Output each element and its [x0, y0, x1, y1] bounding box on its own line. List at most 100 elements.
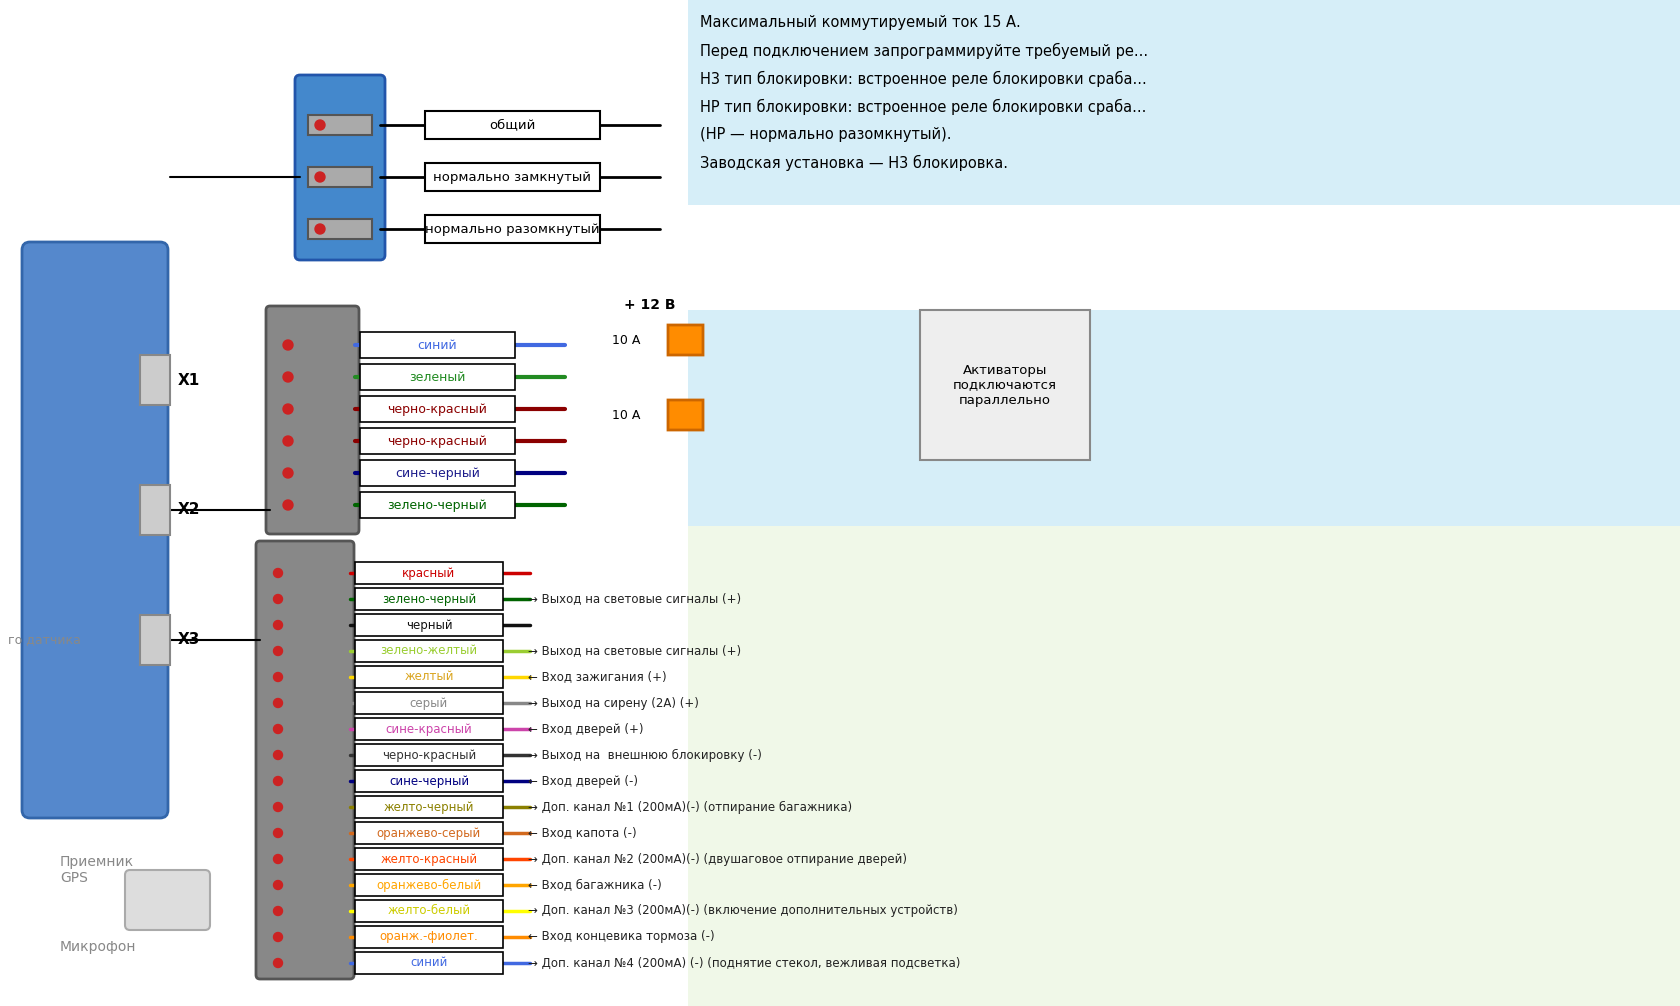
FancyBboxPatch shape [687, 310, 1680, 530]
FancyBboxPatch shape [360, 332, 514, 358]
Text: го датчика: го датчика [8, 634, 81, 647]
Circle shape [274, 595, 282, 604]
Text: ← Вход багажника (-): ← Вход багажника (-) [528, 878, 662, 891]
FancyBboxPatch shape [354, 692, 502, 714]
Circle shape [282, 468, 292, 478]
Text: желто-красный: желто-красный [380, 852, 477, 865]
Text: ← Вход дверей (+): ← Вход дверей (+) [528, 722, 643, 735]
Text: серый: серый [410, 696, 449, 709]
Circle shape [282, 372, 292, 382]
Circle shape [282, 404, 292, 414]
Text: ← Вход зажигания (+): ← Вход зажигания (+) [528, 671, 667, 683]
FancyBboxPatch shape [425, 163, 600, 191]
Text: черно-красный: черно-красный [388, 435, 487, 448]
FancyBboxPatch shape [307, 167, 371, 187]
Circle shape [274, 777, 282, 786]
FancyBboxPatch shape [354, 900, 502, 923]
Text: зелено-черный: зелено-черный [381, 593, 475, 606]
FancyBboxPatch shape [360, 492, 514, 518]
FancyBboxPatch shape [22, 242, 168, 818]
Circle shape [274, 854, 282, 863]
FancyBboxPatch shape [360, 364, 514, 390]
Text: Приемник
GPS: Приемник GPS [60, 855, 134, 885]
FancyBboxPatch shape [255, 541, 354, 979]
Text: оранжево-серый: оранжево-серый [376, 827, 480, 839]
Text: синий: синий [410, 957, 447, 970]
FancyBboxPatch shape [354, 718, 502, 740]
Circle shape [274, 906, 282, 915]
FancyBboxPatch shape [307, 115, 371, 135]
Circle shape [274, 829, 282, 838]
Text: красный: красный [402, 566, 455, 579]
Text: ← Вход концевика тормоза (-): ← Вход концевика тормоза (-) [528, 931, 714, 944]
Text: → Выход на сирену (2А) (+): → Выход на сирену (2А) (+) [528, 696, 699, 709]
Text: общий: общий [489, 119, 536, 132]
FancyBboxPatch shape [354, 770, 502, 792]
Text: Перед подключением запрограммируйте требуемый ре...: Перед подключением запрограммируйте треб… [699, 43, 1147, 59]
Circle shape [274, 803, 282, 812]
FancyBboxPatch shape [667, 400, 702, 430]
Text: → Доп. канал №1 (200мА)(-) (отпирание багажника): → Доп. канал №1 (200мА)(-) (отпирание ба… [528, 801, 852, 814]
Text: → Доп. канал №3 (200мА)(-) (включение дополнительных устройств): → Доп. канал №3 (200мА)(-) (включение до… [528, 904, 958, 917]
Circle shape [274, 568, 282, 577]
FancyBboxPatch shape [265, 306, 360, 534]
FancyBboxPatch shape [124, 870, 210, 930]
Text: → Выход на  внешнюю блокировку (-): → Выход на внешнюю блокировку (-) [528, 748, 761, 762]
Text: (НР — нормально разомкнутый).: (НР — нормально разомкнутый). [699, 127, 951, 142]
Text: оранж.-фиолет.: оранж.-фиолет. [380, 931, 479, 944]
Circle shape [314, 172, 324, 182]
Text: синий: синий [417, 338, 457, 351]
Circle shape [274, 621, 282, 630]
Text: → Доп. канал №2 (200мА)(-) (двушаговое отпирание дверей): → Доп. канал №2 (200мА)(-) (двушаговое о… [528, 852, 907, 865]
Text: → Выход на световые сигналы (+): → Выход на световые сигналы (+) [528, 593, 741, 606]
Text: ← Вход дверей (-): ← Вход дверей (-) [528, 775, 638, 788]
FancyBboxPatch shape [354, 822, 502, 844]
FancyBboxPatch shape [687, 526, 1680, 1006]
Text: черный: черный [405, 619, 452, 632]
Circle shape [274, 880, 282, 889]
Text: сине-красный: сине-красный [385, 722, 472, 735]
Text: черно-красный: черно-красный [388, 402, 487, 415]
FancyBboxPatch shape [139, 615, 170, 665]
FancyBboxPatch shape [354, 562, 502, 584]
FancyBboxPatch shape [360, 460, 514, 486]
FancyBboxPatch shape [354, 614, 502, 636]
Text: черно-красный: черно-красный [381, 748, 475, 762]
FancyBboxPatch shape [354, 588, 502, 610]
FancyBboxPatch shape [687, 0, 1680, 205]
Circle shape [274, 647, 282, 656]
FancyBboxPatch shape [354, 848, 502, 870]
Text: зеленый: зеленый [408, 370, 465, 383]
FancyBboxPatch shape [354, 744, 502, 766]
Circle shape [314, 120, 324, 130]
Circle shape [274, 672, 282, 681]
FancyBboxPatch shape [354, 666, 502, 688]
FancyBboxPatch shape [354, 640, 502, 662]
Text: сине-черный: сине-черный [395, 467, 480, 480]
Text: оранжево-белый: оранжево-белый [376, 878, 482, 891]
Text: 10 А: 10 А [612, 334, 640, 346]
Text: + 12 В: + 12 В [623, 298, 675, 312]
Text: Максимальный коммутируемый ток 15 А.: Максимальный коммутируемый ток 15 А. [699, 15, 1020, 30]
Text: нормально разомкнутый: нормально разомкнутый [425, 222, 600, 235]
Circle shape [274, 959, 282, 968]
Circle shape [314, 224, 324, 234]
Text: Н3 тип блокировки: встроенное реле блокировки сраба...: Н3 тип блокировки: встроенное реле блоки… [699, 71, 1146, 88]
FancyBboxPatch shape [425, 215, 600, 243]
Text: Активаторы
подключаются
параллельно: Активаторы подключаются параллельно [953, 363, 1057, 406]
FancyBboxPatch shape [919, 310, 1089, 460]
Text: Микрофон: Микрофон [60, 940, 136, 954]
Text: → Выход на световые сигналы (+): → Выход на световые сигналы (+) [528, 645, 741, 658]
Text: X3: X3 [178, 633, 200, 648]
FancyBboxPatch shape [354, 796, 502, 818]
Text: Заводская установка — Н3 блокировка.: Заводская установка — Н3 блокировка. [699, 155, 1008, 171]
FancyBboxPatch shape [667, 325, 702, 355]
FancyBboxPatch shape [425, 111, 600, 139]
Text: → Доп. канал №4 (200мА) (-) (поднятие стекол, вежливая подсветка): → Доп. канал №4 (200мА) (-) (поднятие ст… [528, 957, 959, 970]
Text: зелено-черный: зелено-черный [388, 499, 487, 511]
Text: X2: X2 [178, 503, 200, 517]
FancyBboxPatch shape [139, 485, 170, 535]
Circle shape [282, 500, 292, 510]
Text: сине-черный: сине-черный [388, 775, 469, 788]
Circle shape [274, 750, 282, 760]
